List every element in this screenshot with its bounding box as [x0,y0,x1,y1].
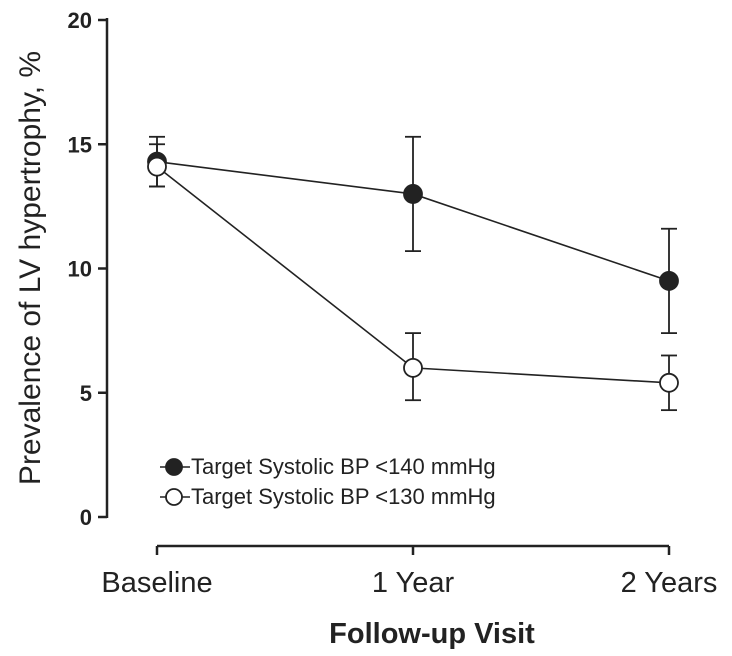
data-point [659,372,679,393]
y-tick-label: 0 [80,505,92,530]
legend-item-series-1: Target Systolic BP <140 mmHg [160,454,496,479]
data-point [403,184,423,204]
data-point [403,357,423,378]
y-tick-label: 5 [80,381,92,406]
x-axis-title: Follow-up Visit [329,618,535,650]
x-tick-label: 1 Year [372,567,455,599]
data-point [147,156,167,177]
legend-item-series-2: Target Systolic BP <130 mmHg [160,484,496,509]
x-tick-label: 2 Years [621,567,718,599]
series-1 [147,135,679,335]
series-2 [147,143,679,412]
legend-marker-filled-circle [165,458,183,476]
legend-label-series-1: Target Systolic BP <140 mmHg [191,454,496,479]
legend: Target Systolic BP <140 mmHg Target Syst… [160,454,496,509]
y-axis-title: Prevalence of LV hypertrophy, % [14,51,47,485]
legend-marker-open-circle [165,488,183,506]
y-ticks: 0 5 10 15 20 [68,8,107,530]
data-point [659,271,679,291]
y-tick-label: 15 [68,132,92,157]
series-layer [147,135,679,412]
y-tick-label: 10 [68,257,92,282]
legend-label-series-2: Target Systolic BP <130 mmHg [191,484,496,509]
y-tick-label: 20 [68,8,92,33]
x-tick-label: Baseline [101,567,212,599]
x-ticks: Baseline 1 Year 2 Years [101,546,717,599]
